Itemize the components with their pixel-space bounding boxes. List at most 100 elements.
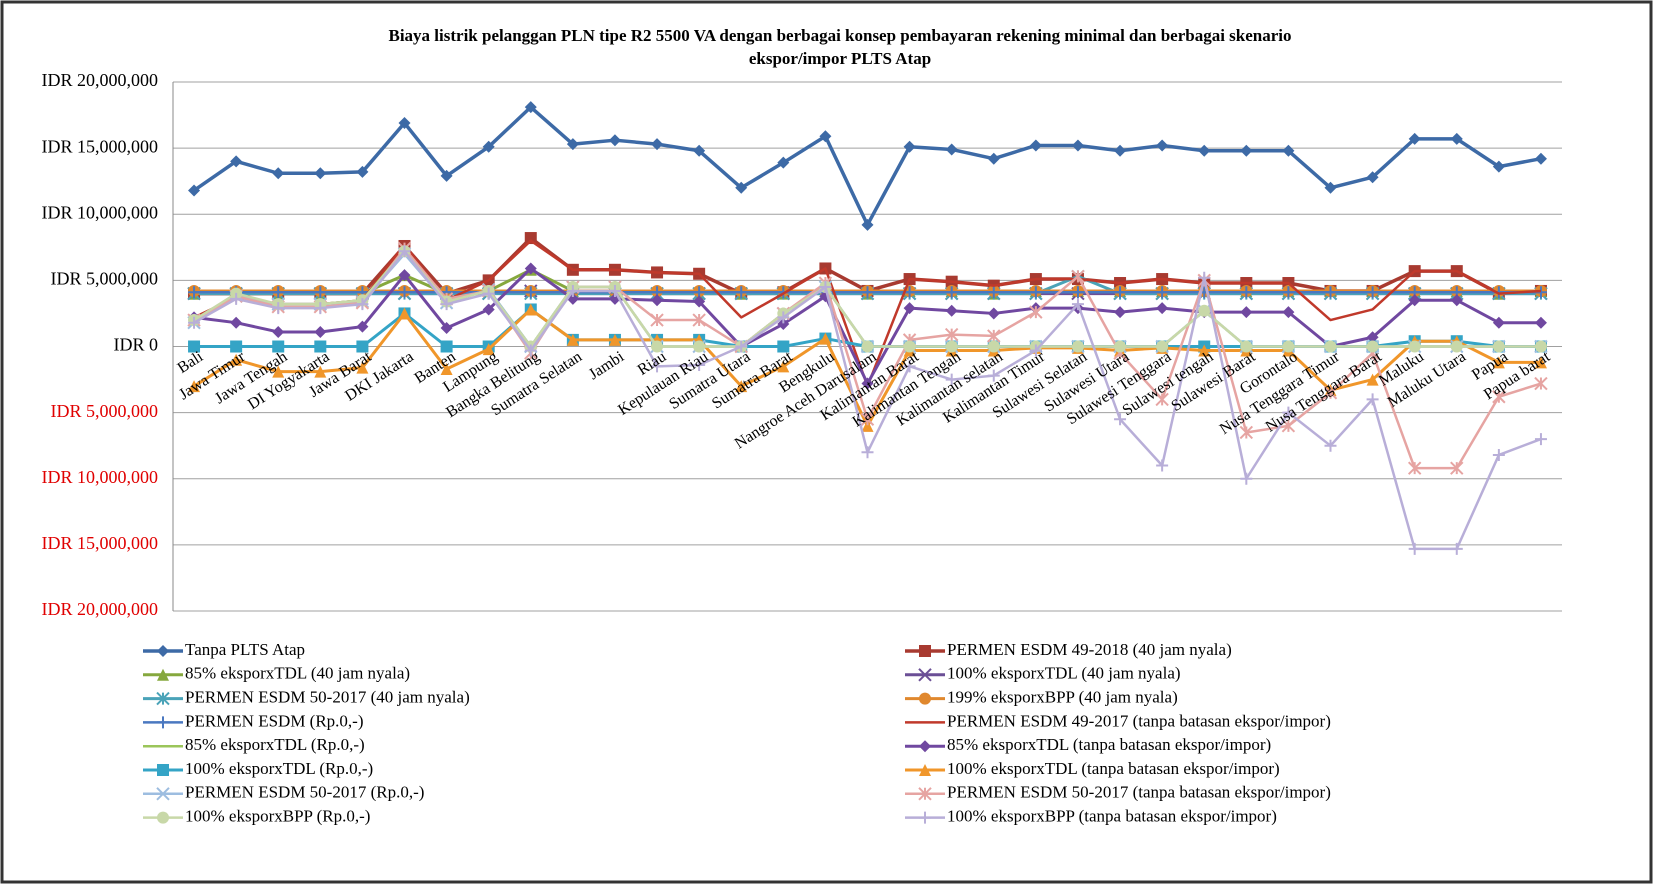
marker [314,302,327,315]
marker [398,245,411,258]
marker [777,318,790,331]
marker [1114,340,1127,353]
marker [188,380,201,393]
marker [945,304,958,317]
marker [987,329,1001,343]
marker [356,340,369,353]
legend-label: Tanpa PLTS Atap [185,640,305,659]
marker [1240,306,1253,319]
marker [230,353,243,366]
marker [1366,286,1379,299]
marker [918,787,932,801]
marker [1408,542,1421,555]
marker [1324,181,1337,194]
legend-label: 100% eksporxBPP (tanpa batasan ekspor/im… [947,807,1277,826]
marker [1324,286,1337,299]
y-tick-label: IDR 20,000,000 [42,599,159,619]
legend-label: PERMEN ESDM 50-2017 (40 jam nyala) [185,688,470,707]
marker [1450,461,1464,475]
marker [1492,340,1505,353]
marker [861,377,874,390]
marker [482,287,495,300]
marker [1240,286,1253,299]
marker [1282,340,1295,353]
marker [1282,286,1295,299]
marker [157,645,169,657]
grid [172,81,1562,612]
marker [819,130,832,143]
marker [440,298,453,311]
marker [1534,433,1547,446]
marker [398,307,411,320]
marker [987,340,1000,353]
marker [356,320,369,333]
marker [1492,160,1505,173]
marker [777,340,790,353]
marker [1156,286,1169,299]
marker [1450,542,1463,555]
marker [945,143,958,156]
marker [1366,171,1379,184]
marker [482,303,495,316]
marker [1534,340,1547,353]
marker [314,325,327,338]
marker [1071,139,1084,152]
marker [651,360,664,373]
y-tick-label: IDR 10,000,000 [42,467,159,487]
marker [1071,269,1085,284]
marker [777,156,790,169]
marker [157,668,169,681]
y-tick-label: IDR 5,000,000 [51,269,159,289]
y-tick-label: IDR 20,000,000 [42,70,159,90]
legend-label: PERMEN ESDM (Rp.0,-) [185,711,364,730]
marker [566,333,579,346]
marker [524,286,537,299]
marker [314,365,327,378]
marker [1198,304,1211,317]
marker [1240,144,1253,157]
marker [903,360,916,373]
marker [356,298,369,311]
marker [1156,302,1169,315]
marker [157,764,169,776]
marker [272,365,285,378]
marker [314,340,327,353]
marker [918,668,932,682]
marker [230,316,243,329]
marker [1156,139,1169,152]
marker [1071,298,1084,311]
y-tick-label: IDR 15,000,000 [42,533,159,553]
marker [482,140,495,153]
marker [1366,331,1379,344]
marker [1114,306,1127,319]
marker [440,321,453,334]
marker [1114,286,1127,299]
marker [230,292,243,305]
marker [861,286,874,299]
marker [903,140,916,153]
marker [945,286,958,299]
marker [1239,425,1254,440]
marker [777,311,790,324]
marker [524,262,537,275]
marker [987,307,1000,320]
marker [1029,344,1042,357]
marker [440,362,453,375]
marker [1240,472,1253,485]
marker [692,313,706,327]
legend-label: 100% eksporxBPP (Rp.0,-) [185,807,370,826]
marker [987,152,1000,165]
marker [1282,144,1295,157]
legend-label: 199% eksporxBPP (40 jam nyala) [947,688,1178,707]
marker [1492,316,1505,329]
marker [188,286,201,299]
marker [1282,306,1295,319]
marker [735,181,748,194]
marker [272,302,285,315]
marker [919,692,931,705]
marker [919,645,931,657]
legend-label: 100% eksporxTDL (40 jam nyala) [947,664,1181,683]
y-tick-label: IDR 5,000,000 [51,401,159,421]
